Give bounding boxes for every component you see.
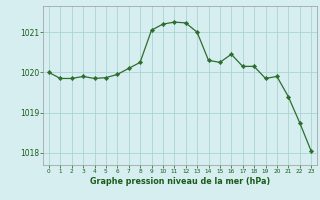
X-axis label: Graphe pression niveau de la mer (hPa): Graphe pression niveau de la mer (hPa) <box>90 177 270 186</box>
